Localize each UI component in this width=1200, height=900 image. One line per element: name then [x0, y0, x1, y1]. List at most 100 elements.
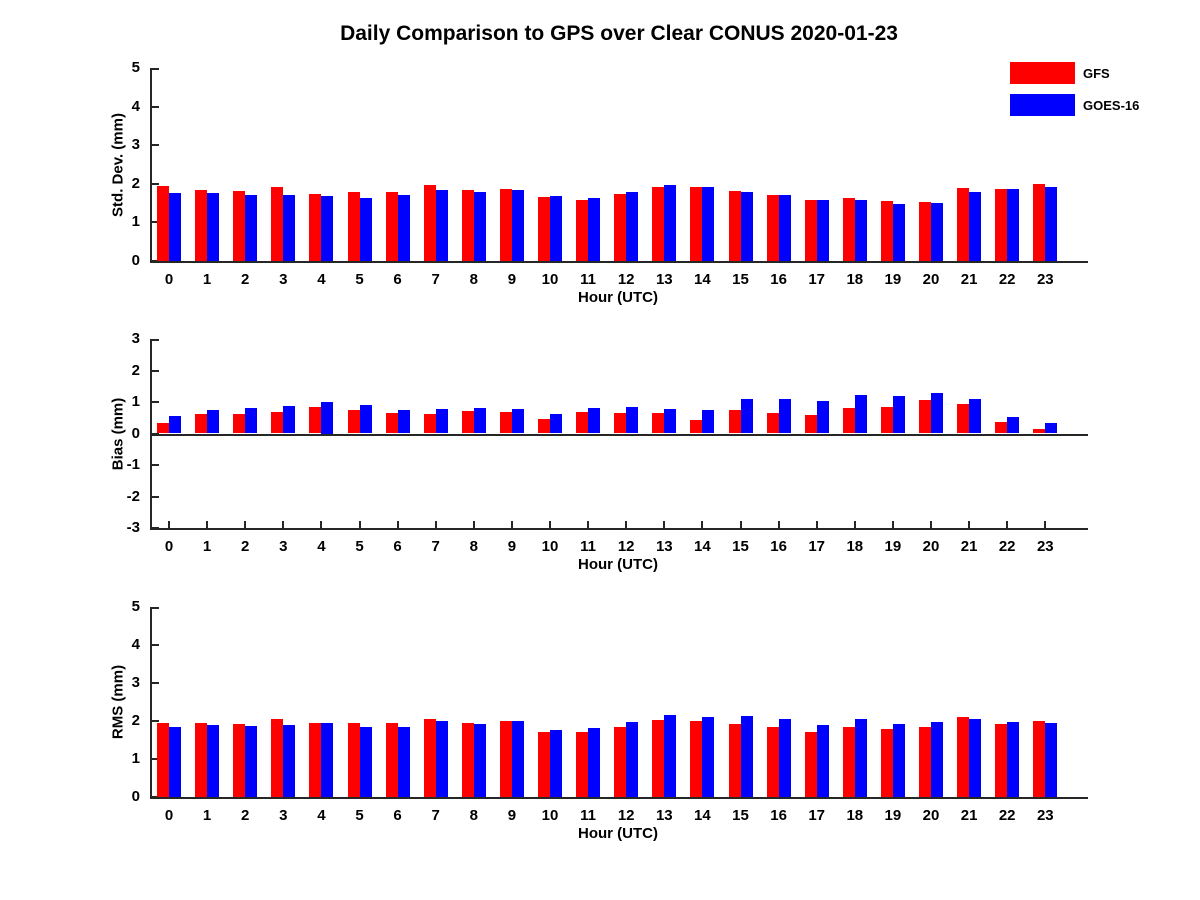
bar-gfs-hour-0 — [157, 722, 169, 797]
y-tick — [152, 105, 159, 108]
x-tick — [1044, 521, 1047, 528]
bar-gfs-hour-5 — [347, 191, 360, 261]
x-tick-label: 14 — [694, 271, 711, 288]
x-tick — [891, 254, 894, 261]
x-tick-label: 2 — [241, 271, 250, 288]
bar-gfs-hour-0 — [157, 423, 169, 434]
y-tick — [152, 339, 159, 341]
x-tick — [968, 790, 971, 797]
x-axis-line — [150, 797, 1088, 799]
bar-goes16-hour-5 — [359, 198, 372, 261]
x-tick — [472, 790, 475, 797]
x-tick — [815, 790, 818, 797]
bar-gfs-hour-20 — [919, 201, 931, 261]
x-axis-line — [150, 261, 1088, 263]
y-tick — [152, 758, 159, 760]
x-tick — [396, 790, 399, 797]
x-tick-label: 6 — [393, 538, 402, 555]
y-tick — [152, 644, 159, 646]
bar-goes16-hour-18 — [854, 394, 867, 434]
y-tick-label: 3 — [131, 674, 140, 691]
y-tick — [152, 720, 159, 722]
x-tick — [930, 254, 932, 261]
bar-goes16-hour-8 — [473, 724, 486, 797]
x-tick-label: 1 — [202, 538, 212, 555]
x-tick-label: 13 — [655, 807, 673, 824]
y-axis-line — [150, 339, 152, 530]
y-tick — [152, 369, 159, 372]
bar-gfs-hour-13 — [652, 413, 665, 434]
x-tick-label: 7 — [431, 807, 440, 824]
x-tick — [739, 254, 742, 261]
bar-gfs-hour-10 — [538, 418, 550, 434]
x-tick — [549, 521, 551, 528]
bar-gfs-hour-2 — [233, 724, 246, 797]
x-tick-label: 21 — [960, 807, 978, 824]
bar-gfs-hour-3 — [271, 412, 284, 434]
x-tick-label: 14 — [694, 807, 711, 824]
y-tick-label: 1 — [131, 750, 140, 767]
bar-goes16-hour-5 — [359, 727, 372, 797]
bar-goes16-hour-10 — [550, 414, 562, 434]
bar-goes16-hour-17 — [816, 200, 829, 261]
x-tick — [930, 790, 932, 797]
bar-goes16-hour-7 — [435, 408, 448, 434]
x-tick-label: 15 — [732, 538, 749, 555]
bar-gfs-hour-21 — [957, 717, 970, 797]
x-tick — [853, 254, 856, 261]
x-tick-label: 0 — [164, 538, 174, 555]
bar-gfs-hour-23 — [1033, 184, 1046, 261]
bar-gfs-hour-11 — [576, 732, 589, 797]
x-tick-label: 3 — [279, 538, 288, 555]
x-tick — [1006, 790, 1009, 797]
bar-gfs-hour-17 — [804, 200, 817, 261]
legend-swatch-goes16 — [1010, 94, 1075, 116]
bar-goes16-hour-4 — [321, 196, 334, 261]
y-tick-label: 5 — [131, 59, 140, 76]
x-tick-label: 22 — [998, 271, 1016, 288]
x-tick-label: 5 — [355, 538, 364, 555]
x-tick — [701, 790, 704, 797]
x-tick-label: 6 — [393, 271, 402, 288]
bar-goes16-hour-16 — [778, 719, 791, 797]
bar-gfs-hour-8 — [461, 411, 474, 434]
y-tick-label: 3 — [131, 136, 140, 154]
bar-goes16-hour-9 — [511, 190, 524, 261]
y-tick-label: 3 — [131, 330, 140, 347]
x-tick-label: 16 — [770, 807, 787, 824]
bar-goes16-hour-22 — [1007, 417, 1020, 434]
x-tick-label: 12 — [617, 807, 635, 824]
bar-gfs-hour-8 — [461, 189, 474, 261]
bar-gfs-hour-17 — [804, 732, 817, 797]
y-tick-label: 5 — [131, 598, 140, 615]
y-tick-label: -3 — [126, 519, 140, 536]
bar-gfs-hour-18 — [842, 727, 855, 797]
bar-gfs-hour-9 — [499, 411, 512, 434]
bar-goes16-hour-14 — [702, 186, 715, 261]
bar-goes16-hour-11 — [588, 728, 601, 797]
x-tick — [625, 521, 628, 528]
y-tick — [152, 796, 159, 798]
bar-gfs-hour-1 — [195, 723, 208, 797]
x-tick — [663, 790, 666, 797]
x-tick-label: 22 — [998, 807, 1016, 824]
y-tick — [152, 607, 159, 609]
x-tick — [853, 521, 856, 528]
bar-goes16-hour-4 — [321, 722, 334, 797]
x-tick-label: 20 — [922, 538, 940, 555]
x-tick-label: 4 — [317, 271, 326, 288]
x-tick — [815, 521, 818, 528]
x-tick — [434, 521, 437, 528]
bar-goes16-hour-3 — [283, 195, 296, 261]
x-tick-label: 13 — [655, 271, 673, 288]
bar-gfs-hour-0 — [157, 185, 169, 261]
x-tick — [701, 521, 704, 528]
y-tick — [152, 68, 159, 70]
x-tick — [510, 521, 513, 528]
y-tick-label: 0 — [131, 788, 140, 805]
x-tick — [472, 521, 475, 528]
bar-goes16-hour-13 — [664, 715, 677, 797]
x-tick — [777, 254, 780, 261]
bar-goes16-hour-7 — [435, 721, 448, 797]
